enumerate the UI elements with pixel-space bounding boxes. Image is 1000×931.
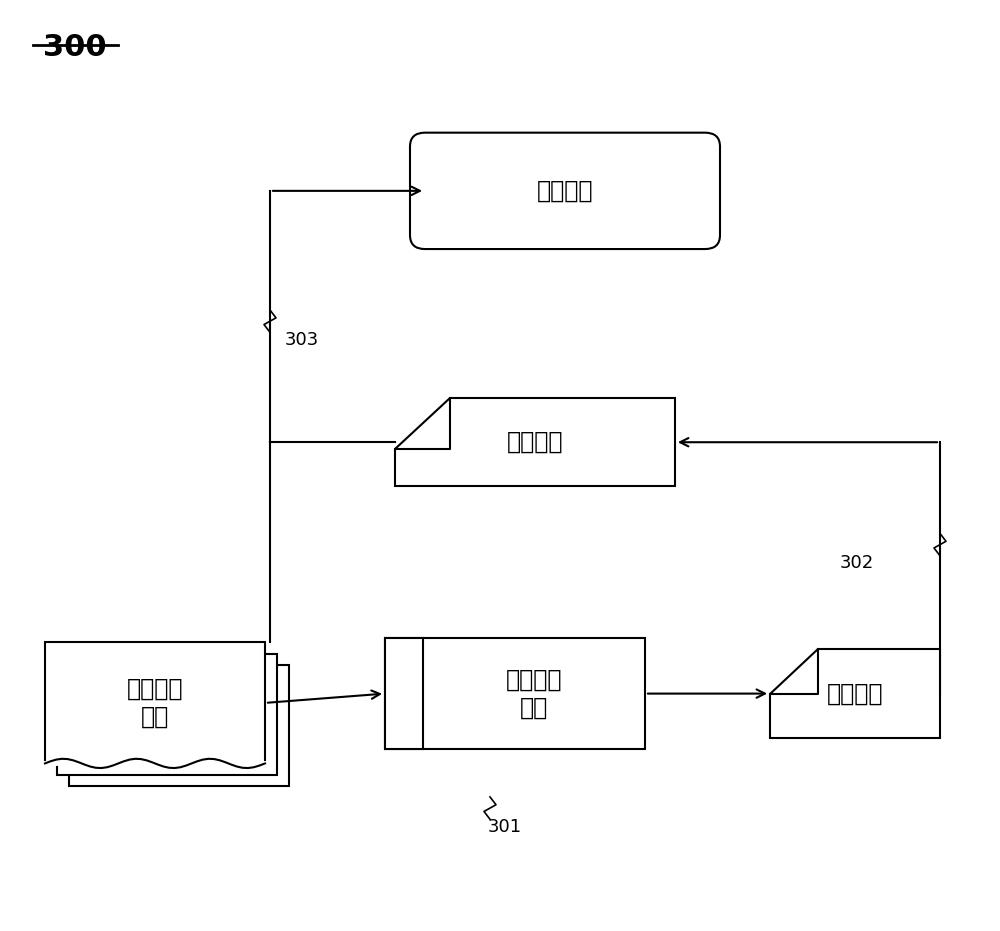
Text: 301: 301	[488, 817, 522, 836]
Bar	[385, 638, 645, 749]
Text: 参考位置: 参考位置	[507, 430, 563, 454]
Bar	[385, 638, 423, 749]
FancyBboxPatch shape	[410, 133, 720, 250]
Bar	[69, 665, 289, 786]
Text: 第一图像: 第一图像	[827, 681, 883, 706]
Bar	[57, 654, 277, 775]
Text: 多帧视频
图像: 多帧视频 图像	[127, 677, 183, 729]
Text: 300: 300	[43, 33, 107, 61]
Polygon shape	[770, 650, 940, 737]
Text: 图像识别
模型: 图像识别 模型	[506, 668, 562, 720]
Text: 303: 303	[285, 331, 319, 349]
Bar	[45, 642, 265, 763]
Text: 拍摄位置: 拍摄位置	[537, 179, 593, 203]
Text: 302: 302	[840, 554, 874, 573]
Polygon shape	[395, 398, 675, 486]
